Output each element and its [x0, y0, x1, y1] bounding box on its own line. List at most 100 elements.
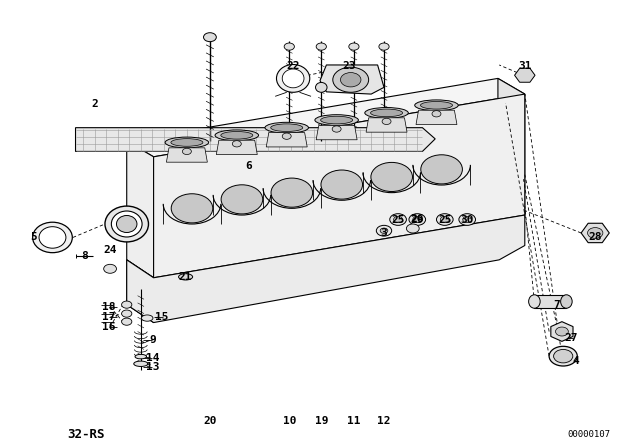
- Text: 5: 5: [30, 233, 36, 242]
- Polygon shape: [316, 125, 357, 140]
- Circle shape: [332, 126, 341, 132]
- Circle shape: [380, 228, 388, 233]
- Text: 25: 25: [438, 215, 452, 225]
- Polygon shape: [416, 110, 457, 125]
- Text: 16: 16: [102, 322, 116, 332]
- Text: 24: 24: [103, 245, 117, 255]
- Text: 26: 26: [410, 214, 424, 224]
- Ellipse shape: [321, 170, 362, 199]
- Circle shape: [333, 67, 369, 92]
- Ellipse shape: [141, 315, 153, 321]
- Text: 31: 31: [518, 61, 532, 71]
- Ellipse shape: [171, 138, 203, 146]
- Polygon shape: [127, 260, 154, 323]
- Ellipse shape: [371, 162, 413, 192]
- Circle shape: [122, 301, 132, 308]
- Circle shape: [432, 111, 441, 117]
- Polygon shape: [76, 128, 435, 151]
- Ellipse shape: [172, 194, 212, 223]
- Ellipse shape: [371, 109, 403, 116]
- Ellipse shape: [111, 211, 142, 237]
- Polygon shape: [266, 133, 307, 147]
- Circle shape: [232, 141, 241, 147]
- Circle shape: [436, 214, 453, 225]
- Ellipse shape: [321, 116, 353, 124]
- Text: 11: 11: [347, 416, 361, 426]
- Ellipse shape: [365, 108, 408, 118]
- Text: 3: 3: [381, 228, 387, 238]
- Text: 18: 18: [102, 302, 116, 312]
- Text: 17: 17: [102, 312, 116, 322]
- Circle shape: [122, 318, 132, 325]
- Circle shape: [588, 228, 603, 238]
- Circle shape: [440, 216, 449, 223]
- Circle shape: [406, 224, 419, 233]
- Text: 8: 8: [82, 251, 88, 261]
- Ellipse shape: [215, 130, 259, 141]
- Circle shape: [409, 214, 426, 225]
- Ellipse shape: [315, 115, 358, 125]
- Ellipse shape: [529, 295, 540, 308]
- Circle shape: [182, 148, 191, 155]
- Text: 27: 27: [564, 333, 578, 343]
- Circle shape: [340, 73, 361, 87]
- Circle shape: [282, 133, 291, 139]
- Circle shape: [204, 33, 216, 42]
- Text: 23: 23: [342, 61, 356, 71]
- Ellipse shape: [271, 178, 313, 207]
- Ellipse shape: [516, 71, 534, 80]
- Polygon shape: [551, 322, 573, 341]
- Circle shape: [554, 349, 573, 363]
- Text: 14: 14: [145, 353, 159, 363]
- Text: 4: 4: [573, 356, 579, 366]
- Ellipse shape: [33, 222, 72, 253]
- Circle shape: [349, 43, 359, 50]
- Circle shape: [390, 214, 406, 225]
- Ellipse shape: [221, 131, 253, 139]
- Circle shape: [316, 43, 326, 50]
- Polygon shape: [515, 68, 535, 82]
- Bar: [534, 295, 566, 308]
- Text: 19: 19: [314, 416, 328, 426]
- Ellipse shape: [421, 155, 462, 184]
- Text: 10: 10: [282, 416, 296, 426]
- Circle shape: [376, 225, 392, 236]
- Ellipse shape: [39, 227, 66, 248]
- Polygon shape: [127, 78, 525, 157]
- Ellipse shape: [134, 361, 148, 366]
- Text: 21: 21: [179, 272, 193, 282]
- Text: 2: 2: [92, 99, 98, 109]
- Text: 13: 13: [145, 362, 159, 372]
- Text: 25: 25: [391, 215, 405, 225]
- Ellipse shape: [105, 206, 148, 242]
- Circle shape: [379, 43, 389, 50]
- Polygon shape: [498, 78, 525, 215]
- Text: 9: 9: [149, 336, 156, 345]
- Circle shape: [549, 346, 577, 366]
- Polygon shape: [320, 65, 384, 94]
- Circle shape: [104, 264, 116, 273]
- Ellipse shape: [420, 102, 452, 109]
- Polygon shape: [127, 215, 525, 323]
- Polygon shape: [166, 148, 207, 162]
- Text: 12: 12: [377, 416, 391, 426]
- Text: 28: 28: [588, 233, 602, 242]
- Ellipse shape: [265, 122, 308, 133]
- Text: 7: 7: [554, 300, 560, 310]
- Ellipse shape: [316, 82, 327, 92]
- Circle shape: [122, 310, 132, 317]
- Ellipse shape: [221, 185, 263, 214]
- Ellipse shape: [116, 215, 137, 233]
- Ellipse shape: [165, 137, 209, 148]
- Circle shape: [413, 216, 422, 223]
- Ellipse shape: [179, 274, 193, 280]
- Polygon shape: [154, 94, 525, 278]
- Text: 29: 29: [410, 215, 424, 225]
- Circle shape: [556, 327, 568, 336]
- Polygon shape: [127, 141, 154, 278]
- Text: 22: 22: [286, 61, 300, 71]
- Ellipse shape: [561, 295, 572, 308]
- Text: 30: 30: [460, 215, 474, 225]
- Polygon shape: [216, 140, 257, 155]
- Polygon shape: [366, 118, 407, 132]
